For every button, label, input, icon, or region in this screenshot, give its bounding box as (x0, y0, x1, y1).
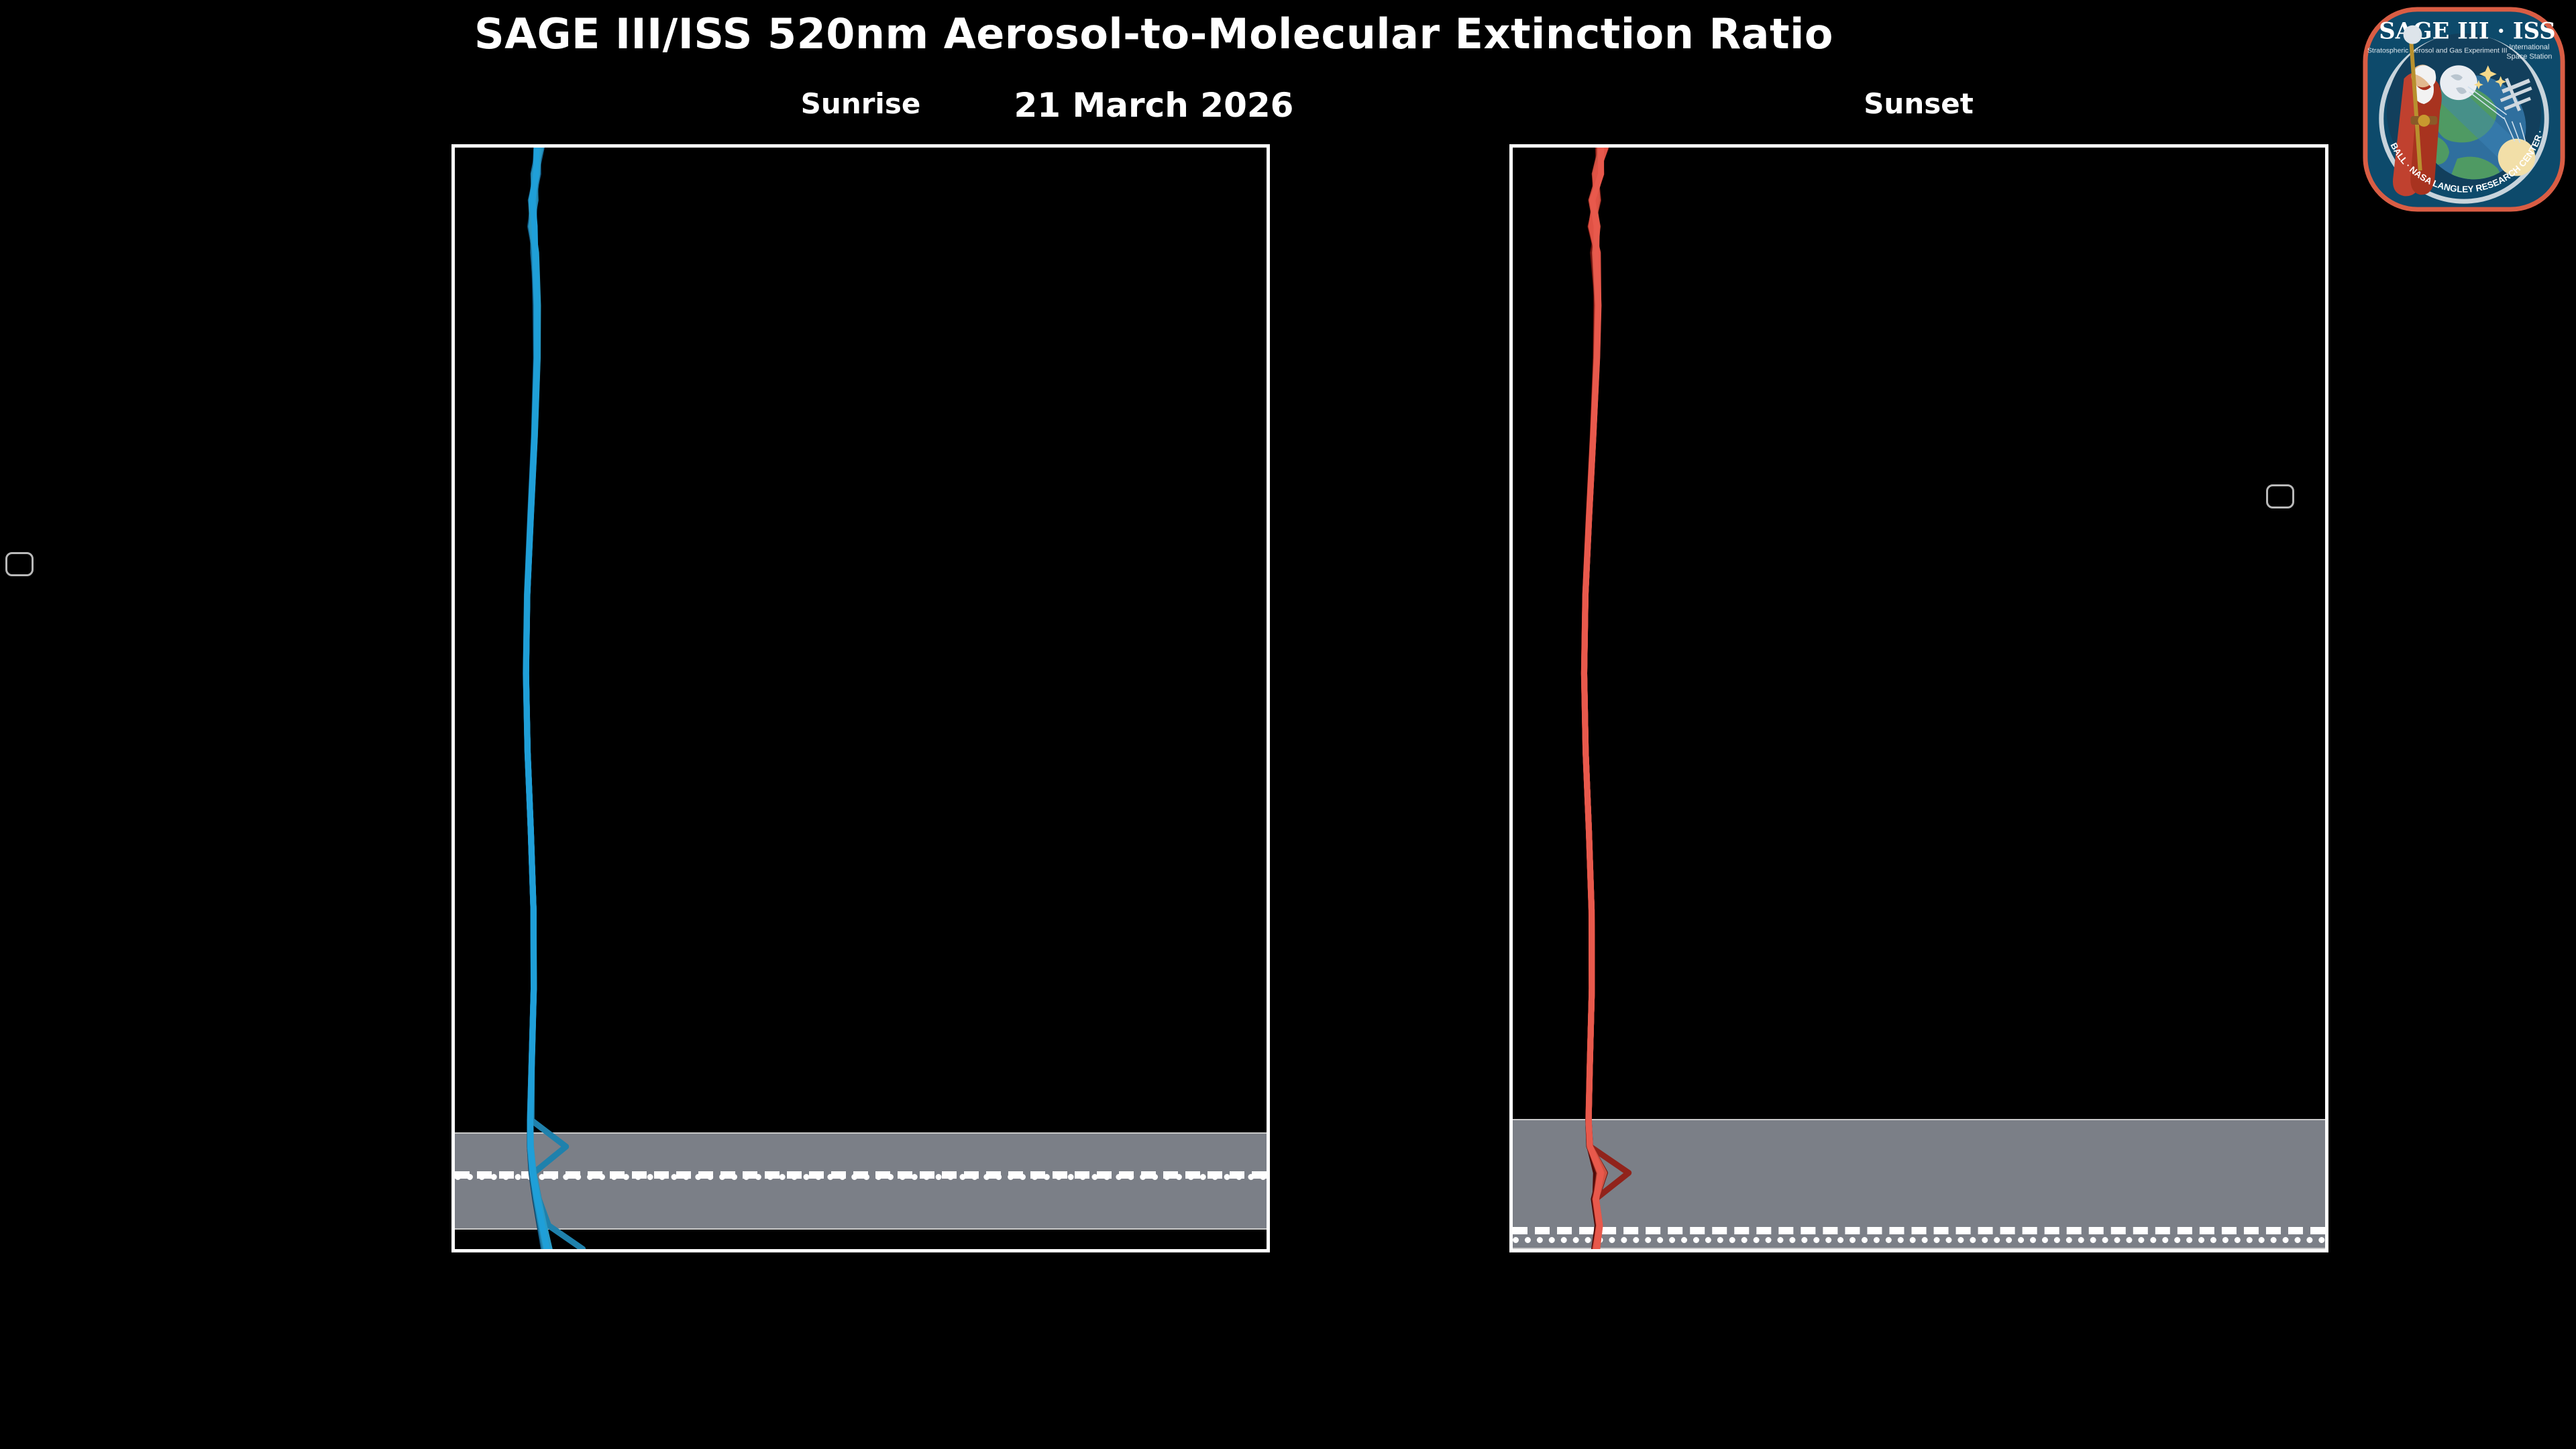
sunrise-tropopause-range-band (455, 1132, 1267, 1230)
sage-iii-iss-mission-patch-icon: SAGE III · ISS Stratospheric Aerosol and… (2354, 0, 2571, 217)
sunset-event-legend[interactable] (2266, 484, 2294, 508)
sunset-series-lines (1580, 148, 1632, 1249)
sunrise-event-legend[interactable] (5, 552, 34, 576)
sunset-plot-area (1509, 144, 2328, 1252)
sunrise-plot-panel (451, 144, 1270, 1252)
sunrise-plot-area (451, 144, 1270, 1252)
date-subtitle: 21 March 2026 (1014, 86, 1294, 125)
sunset-plot-panel (1509, 144, 2328, 1252)
page-title: SAGE III/ISS 520nm Aerosol-to-Molecular … (474, 9, 1834, 58)
sunrise-series-lines (523, 148, 586, 1249)
sunrise-median-tropopause-line (455, 1174, 1267, 1181)
svg-text:Stratospheric Aerosol and Gas: Stratospheric Aerosol and Gas Experiment… (2367, 48, 2508, 55)
series-line (1581, 148, 1605, 1249)
svg-text:Space Station: Space Station (2506, 52, 2552, 60)
series-line (523, 148, 550, 1249)
sunset-median-tropopause-line (1513, 1237, 2325, 1244)
sunrise-panel-heading: Sunrise (800, 87, 921, 120)
sunset-panel-heading: Sunset (1864, 87, 1974, 120)
sunset-mean-tropopause-line (1513, 1226, 2325, 1234)
svg-text:International: International (2509, 44, 2549, 52)
